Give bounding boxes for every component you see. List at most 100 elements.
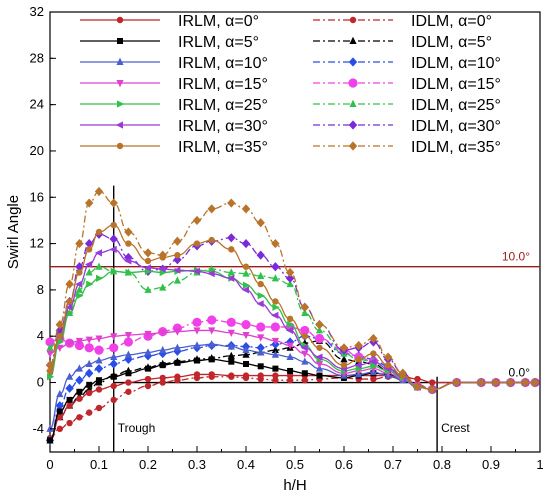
x-tick-label: 0.1: [90, 457, 108, 472]
data-point: [109, 359, 118, 369]
data-point: [124, 350, 132, 358]
data-point: [75, 375, 84, 385]
data-point: [65, 279, 74, 289]
data-point: [95, 386, 103, 393]
data-point: [94, 364, 104, 374]
legend-swatch-marker: [117, 38, 123, 44]
data-point: [144, 348, 152, 356]
legend-swatch-marker: [116, 80, 124, 88]
y-tick-label: 32: [30, 4, 44, 19]
data-point: [228, 372, 235, 379]
data-point: [75, 337, 83, 346]
x-tick-label: 0.8: [433, 457, 451, 472]
data-point: [286, 279, 294, 288]
legend-swatch-marker: [348, 120, 358, 130]
legend-item: IDLM, α=0°: [313, 13, 492, 30]
x-tick-label: 0.5: [286, 457, 304, 472]
data-point: [85, 359, 93, 367]
data-point: [76, 388, 83, 395]
series-6: [46, 221, 539, 393]
legend-swatch-marker: [348, 57, 358, 67]
data-point: [315, 353, 323, 361]
data-point: [173, 276, 181, 284]
data-point: [257, 372, 264, 379]
data-point: [285, 326, 294, 335]
data-point: [271, 337, 279, 346]
data-point: [193, 341, 201, 349]
data-point: [56, 338, 64, 346]
data-point: [241, 286, 249, 294]
x-tick-label: 1: [536, 457, 543, 472]
legend-item: IRLM, α=0°: [80, 13, 259, 30]
data-point: [193, 371, 201, 378]
data-point: [159, 345, 167, 354]
data-point: [192, 317, 202, 327]
data-point: [257, 334, 265, 342]
reference-label: Trough: [118, 421, 156, 435]
data-point: [174, 359, 181, 366]
data-point: [370, 362, 378, 370]
data-point: [56, 333, 63, 340]
data-point: [159, 362, 166, 369]
data-point: [339, 343, 349, 353]
legend-label: IDLM, α=0°: [411, 13, 492, 30]
data-point: [86, 389, 93, 397]
data-point: [193, 327, 201, 335]
axes: 0 0.1 0.2 0.3 0.4 0.5 0.6 0.7 0.8 0.9 1 -4 0 4 8 12 16 20…: [30, 4, 544, 472]
data-point: [110, 221, 117, 229]
data-point: [110, 373, 117, 380]
data-point: [286, 342, 294, 350]
y-tick-label: 16: [30, 189, 44, 204]
y-tick-label: 28: [30, 50, 44, 65]
x-tick-label: 0.3: [188, 457, 206, 472]
data-point: [241, 320, 251, 330]
data-point: [193, 240, 201, 247]
data-point: [271, 238, 280, 249]
data-point: [45, 337, 55, 347]
data-point: [143, 351, 153, 361]
data-point: [301, 357, 309, 365]
data-point: [522, 379, 529, 386]
data-point: [227, 274, 235, 282]
data-point: [85, 336, 93, 344]
legend-label: IRLM, α=15°: [178, 76, 268, 93]
data-point: [300, 302, 309, 312]
data-point: [94, 345, 104, 355]
data-point: [55, 401, 64, 411]
data-point: [242, 350, 250, 358]
data-point: [192, 267, 200, 275]
data-point: [242, 263, 250, 270]
data-point: [301, 377, 308, 384]
legend-swatch-marker: [348, 141, 358, 151]
data-point: [340, 361, 348, 369]
data-point: [285, 273, 295, 283]
data-point: [75, 262, 84, 272]
data-point: [208, 340, 216, 348]
y-tick-label: 12: [30, 236, 44, 251]
data-point: [256, 250, 265, 260]
y-tick-label: 8: [37, 282, 44, 297]
data-point: [125, 240, 132, 247]
data-point: [453, 379, 460, 386]
data-point: [75, 364, 83, 372]
data-point: [125, 370, 132, 377]
data-point: [257, 292, 265, 300]
legend-label: IRLM, α=30°: [178, 118, 268, 135]
x-tick-label: 0.6: [335, 457, 353, 472]
data-point: [75, 238, 84, 249]
data-point: [56, 344, 64, 352]
legend-label: IDLM, α=5°: [411, 34, 492, 51]
data-point: [208, 236, 215, 244]
data-point: [66, 396, 73, 403]
data-point: [257, 363, 264, 370]
data-point: [95, 228, 103, 236]
legend-label: IDLM, α=35°: [411, 139, 501, 156]
reference-label: 0.0°: [509, 366, 531, 380]
data-point: [241, 204, 251, 214]
data-point: [173, 236, 182, 246]
data-point: [46, 367, 54, 375]
data-point: [286, 372, 294, 379]
data-point: [287, 321, 295, 329]
data-point: [159, 268, 167, 277]
data-point: [271, 345, 279, 354]
